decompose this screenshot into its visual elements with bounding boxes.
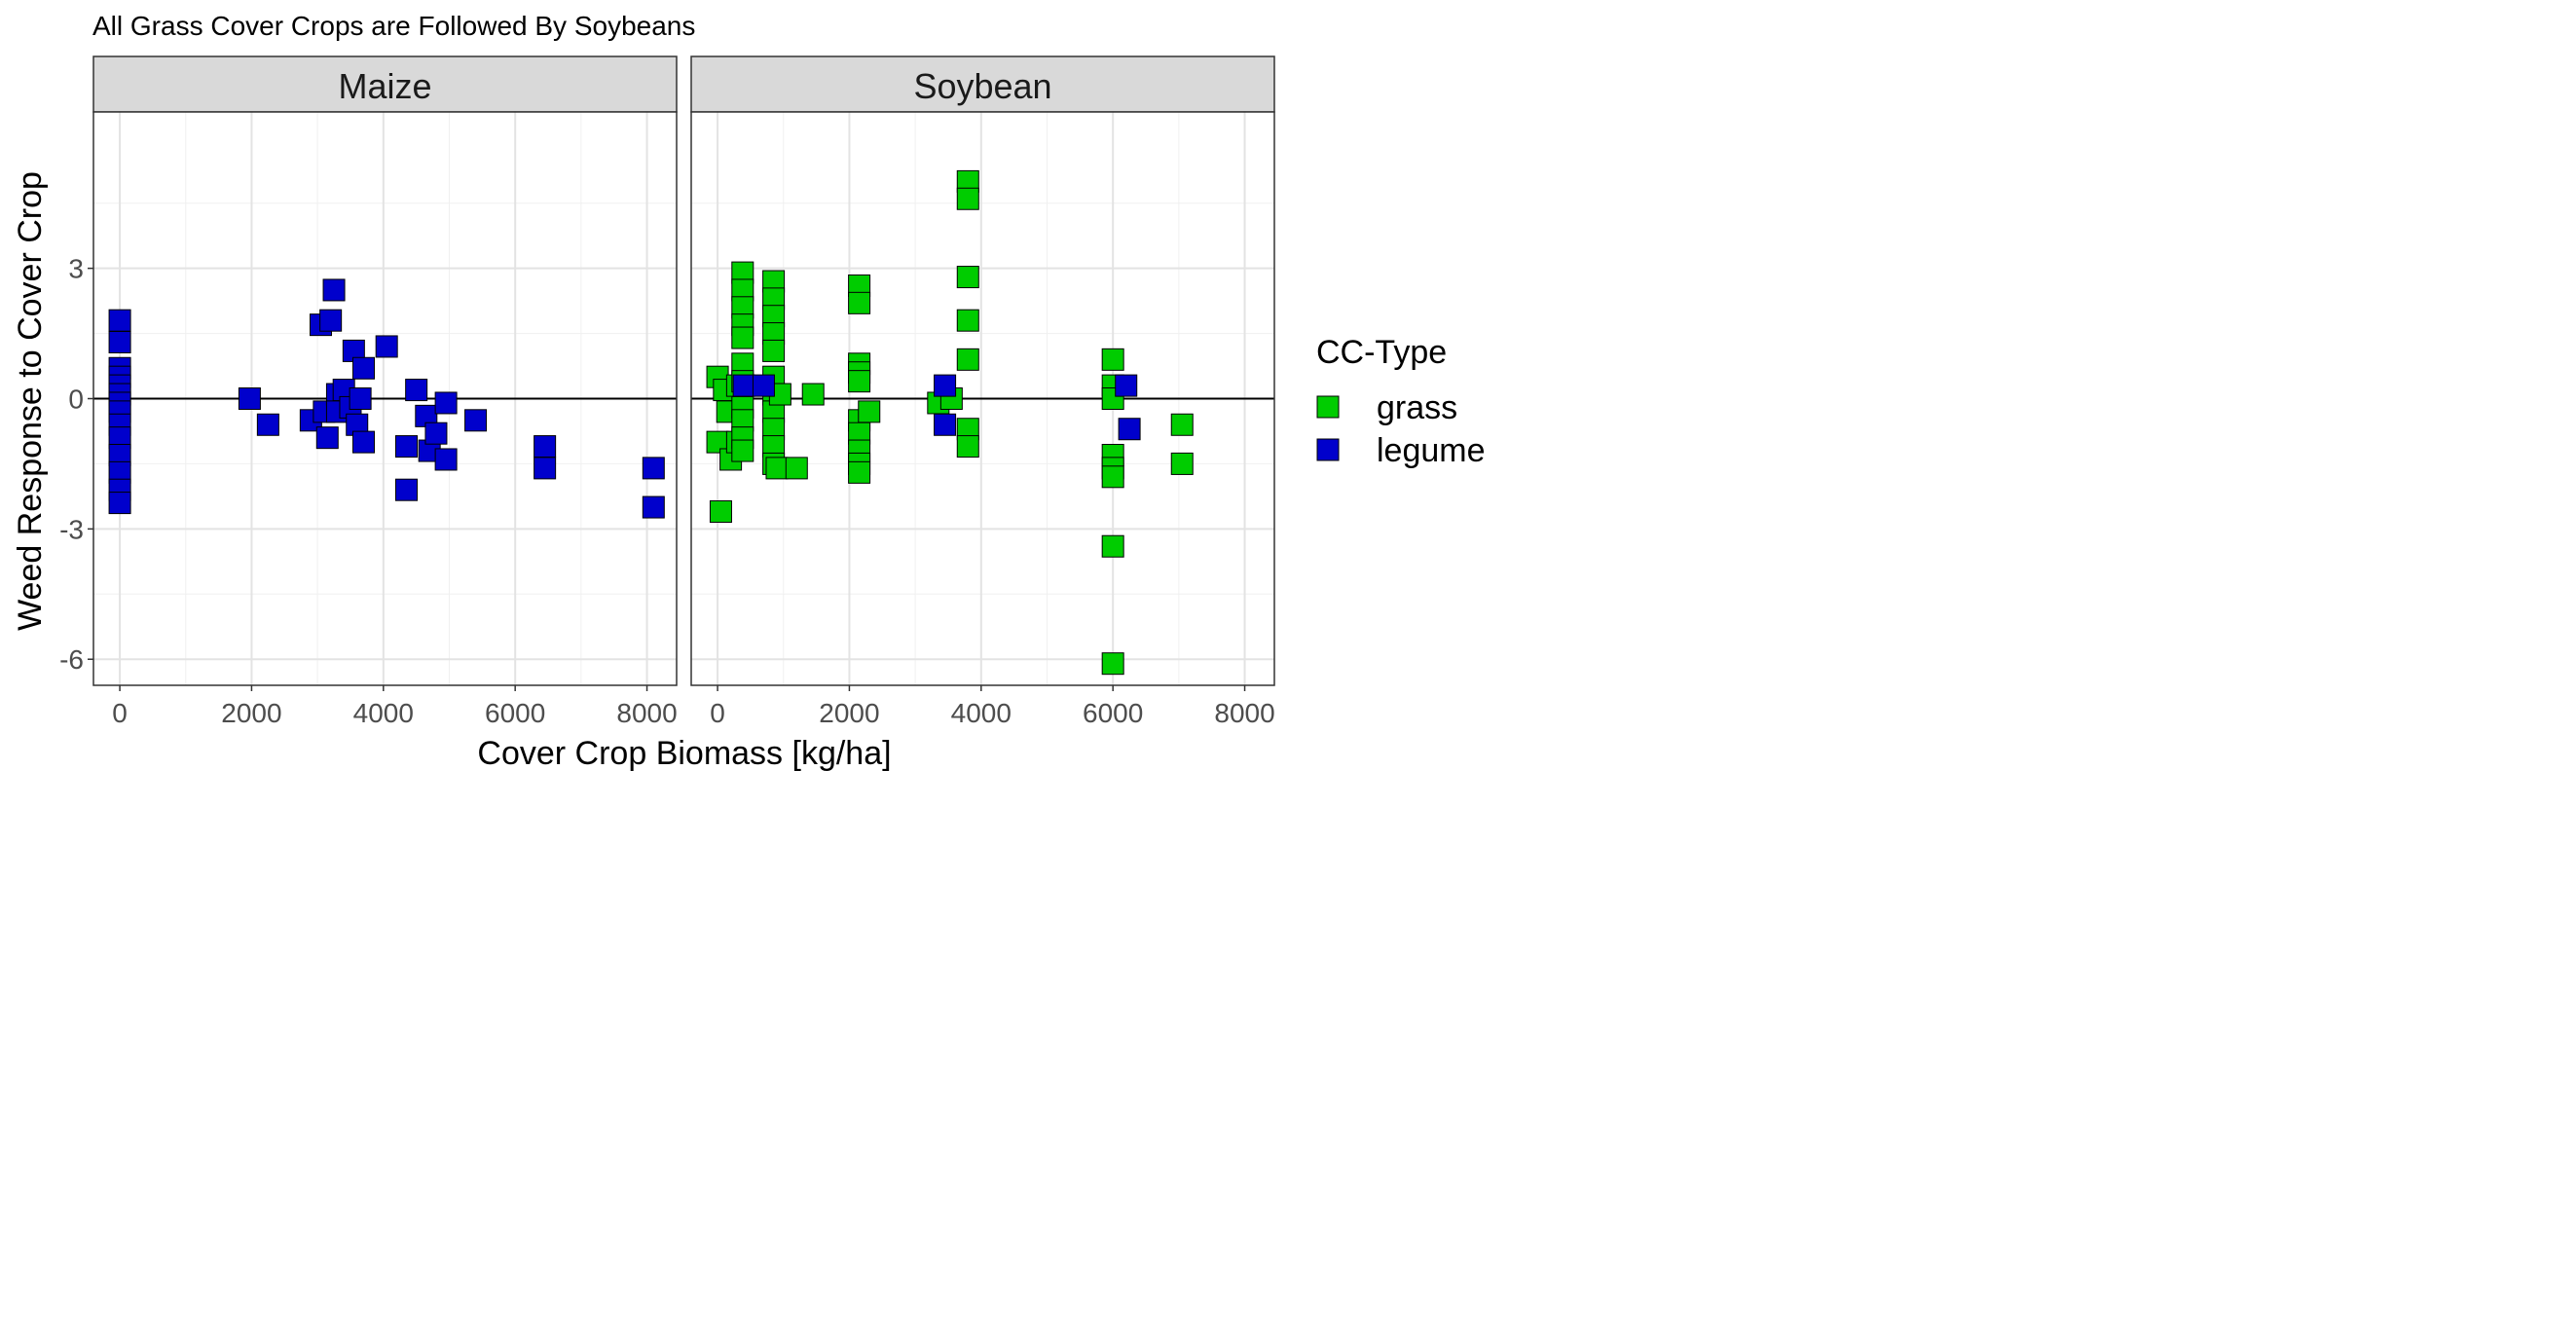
data-point-legume <box>732 374 755 397</box>
x-axis-label: Cover Crop Biomass [kg/ha] <box>477 735 891 772</box>
data-point-grass <box>1101 465 1124 489</box>
chart-svg: All Grass Cover Crops are Followed By So… <box>12 11 1486 772</box>
data-point-grass <box>785 457 808 480</box>
data-point-grass <box>848 460 871 484</box>
data-point-legume <box>319 309 343 332</box>
legend-title: CC-Type <box>1316 334 1447 371</box>
data-point-legume <box>238 387 261 410</box>
data-point-grass <box>709 500 732 524</box>
data-point-legume <box>434 391 458 415</box>
data-point-grass <box>848 291 871 314</box>
y-axis-label: Weed Response to Cover Crop <box>12 171 49 631</box>
data-point-grass <box>731 326 754 349</box>
data-point-legume <box>394 478 418 501</box>
data-point-legume <box>642 457 665 480</box>
chart-title: All Grass Cover Crops are Followed By So… <box>92 11 695 41</box>
legend-item-grass: grass <box>1316 389 1457 426</box>
x-tick-label: 0 <box>710 698 725 728</box>
data-point-legume <box>375 335 398 358</box>
data-point-legume <box>349 387 372 410</box>
x-tick-label: 0 <box>112 698 128 728</box>
legend-key-legume <box>1316 438 1340 461</box>
data-point-grass <box>956 348 979 371</box>
data-point-grass <box>762 339 786 362</box>
data-point-grass <box>858 400 881 423</box>
x-tick-label: 4000 <box>353 698 414 728</box>
data-point-grass <box>848 370 871 393</box>
y-tick-label: 0 <box>68 385 84 415</box>
data-point-legume <box>256 413 279 436</box>
data-point-grass <box>956 187 979 210</box>
y-tick-label: 3 <box>68 254 84 284</box>
data-point-grass <box>1101 348 1124 371</box>
legend: grass legume <box>1316 389 1486 469</box>
data-point-legume <box>534 457 557 480</box>
x-tick-label: 2000 <box>819 698 879 728</box>
data-point-legume <box>352 430 376 454</box>
data-point-legume <box>1115 374 1138 397</box>
data-point-grass <box>956 309 979 332</box>
facet-strip <box>690 55 1275 113</box>
data-point-legume <box>108 492 131 515</box>
x-tick-label: 8000 <box>1214 698 1274 728</box>
data-point-grass <box>956 435 979 458</box>
legend-label-legume: legume <box>1377 432 1486 469</box>
data-point-legume <box>424 422 448 445</box>
data-point-grass <box>956 266 979 289</box>
x-tick-label: 6000 <box>1083 698 1143 728</box>
data-point-legume <box>1118 418 1141 441</box>
x-tick-label: 8000 <box>616 698 677 728</box>
data-point-legume <box>752 374 775 397</box>
data-point-legume <box>108 330 131 353</box>
chart-container: All Grass Cover Crops are Followed By So… <box>0 0 1515 776</box>
data-point-grass <box>1170 413 1194 436</box>
data-point-grass <box>765 457 789 480</box>
facet-strip-label: Soybean <box>913 66 1051 106</box>
series-legume <box>108 278 665 519</box>
data-point-legume <box>464 409 488 432</box>
x-tick-label: 2000 <box>221 698 281 728</box>
panel-border <box>690 111 1275 686</box>
data-point-grass <box>1101 534 1124 558</box>
data-point-legume <box>934 413 957 436</box>
series-legume <box>732 374 1141 441</box>
y-tick-label: -6 <box>59 644 84 675</box>
x-tick-label: 4000 <box>951 698 1012 728</box>
data-point-legume <box>642 495 665 519</box>
data-point-grass <box>801 383 825 406</box>
facet-strip-label: Maize <box>338 66 431 106</box>
data-point-legume <box>934 374 957 397</box>
data-point-legume <box>534 435 557 458</box>
data-point-legume <box>322 278 346 302</box>
data-point-legume <box>394 435 418 458</box>
y-tick-label: -3 <box>59 514 84 544</box>
x-tick-label: 6000 <box>485 698 545 728</box>
series-grass <box>706 169 1194 676</box>
data-point-legume <box>434 448 458 471</box>
data-point-legume <box>315 426 339 450</box>
panel-soybean: Soybean 0 2000 4000 6000 8000 <box>690 55 1275 728</box>
data-point-legume <box>352 356 376 380</box>
legend-key-grass <box>1316 395 1340 419</box>
data-point-grass <box>1170 452 1194 475</box>
legend-item-legume: legume <box>1316 432 1486 469</box>
facet-strip <box>92 55 678 113</box>
data-point-grass <box>1101 652 1124 676</box>
panel-maize: Maize 0 2000 4000 6000 8000 -6 -3 0 3 <box>59 55 678 728</box>
data-point-grass <box>731 439 754 462</box>
data-point-legume <box>405 379 428 402</box>
legend-label-grass: grass <box>1377 389 1457 426</box>
data-point-legume <box>108 309 131 332</box>
panels-layer: Maize 0 2000 4000 6000 8000 -6 -3 0 3 Soybean 0 2000… <box>59 55 1275 728</box>
